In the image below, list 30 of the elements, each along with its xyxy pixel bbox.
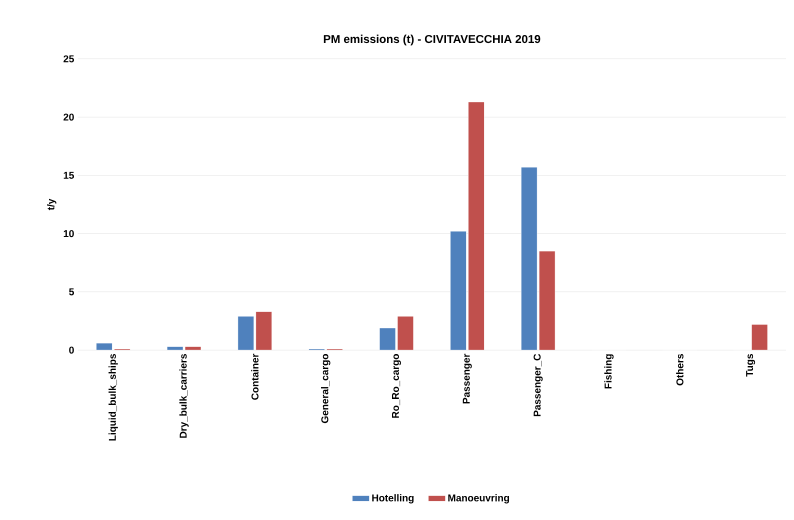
bar (751, 324, 768, 350)
x-tick-label: Fishing (604, 354, 614, 389)
x-tick-label: Others (676, 354, 684, 386)
bar (520, 167, 538, 350)
x-tick-label: Passenger (462, 354, 472, 404)
legend-label: Manoeuvring (448, 494, 510, 504)
x-tick-label: Tugs (746, 354, 756, 377)
y-tick-label: 10 (64, 230, 74, 238)
x-tick-label: Container (251, 354, 259, 400)
legend-label: Hotelling (372, 494, 414, 504)
y-tick-label: 0 (69, 346, 74, 354)
chart-title: PM emissions (t) - CIVITAVECCHIA 2019 (324, 34, 540, 46)
x-tick-label: Dry_bulk_carriers (179, 354, 189, 438)
bar (379, 328, 396, 350)
x-tick-label: Liquid_bulk_ships (108, 354, 118, 441)
bar (538, 251, 556, 350)
bar (468, 102, 484, 350)
y-tick-label: 20 (64, 114, 74, 121)
bar (256, 312, 272, 350)
bar (397, 316, 414, 350)
y-tick-label: 25 (64, 55, 74, 63)
y-tick-label: 5 (69, 288, 74, 296)
bar (238, 316, 254, 350)
y-axis-title: t/y (47, 198, 56, 210)
x-tick-label: Ro_Ro_cargo (392, 354, 401, 418)
x-tick-label: Passenger_C (534, 354, 543, 416)
x-tick-label: General_cargo (321, 354, 330, 424)
bar (450, 231, 467, 350)
y-tick-label: 15 (64, 172, 74, 179)
bar (96, 343, 112, 350)
